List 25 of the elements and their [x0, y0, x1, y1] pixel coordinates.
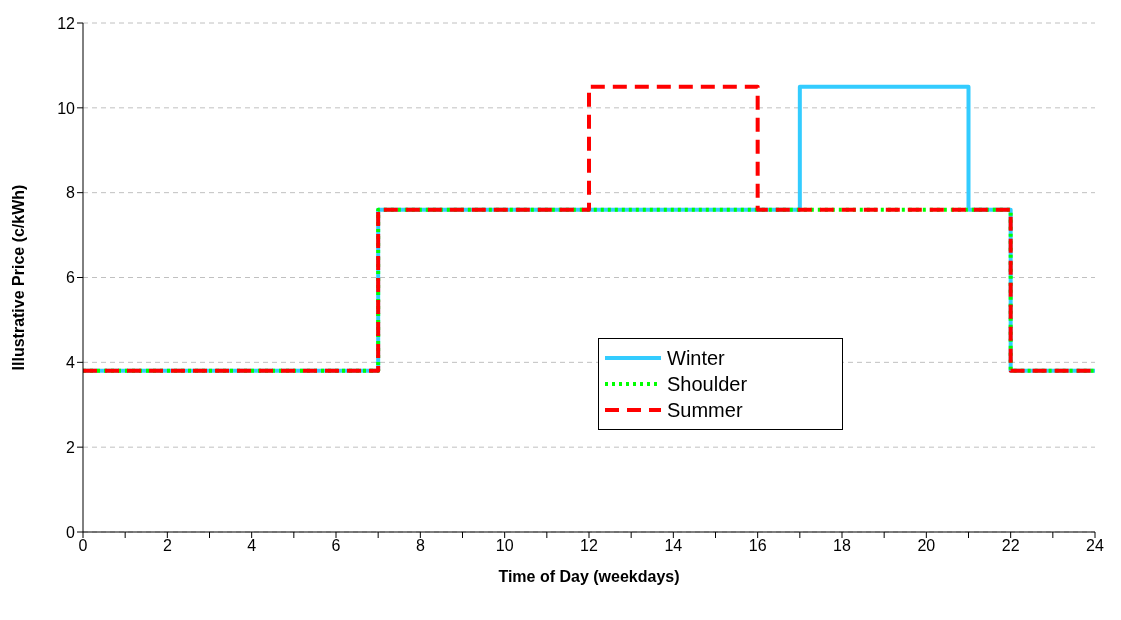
x-tick-label: 12 [580, 537, 598, 555]
x-tick-label: 20 [917, 537, 936, 555]
y-tick-label: 8 [66, 184, 76, 202]
x-tick-label: 2 [162, 537, 172, 555]
legend-label: Shoulder [667, 372, 748, 396]
x-tick-label: 18 [833, 537, 851, 555]
x-tick-label: 16 [748, 537, 767, 555]
x-axis-title: Time of Day (weekdays) [498, 568, 680, 585]
legend-label: Winter [667, 346, 725, 370]
x-tick-label: 24 [1086, 537, 1104, 555]
x-tick-label: 8 [415, 537, 425, 555]
y-axis-title: Illustrative Price (c/kWh) [9, 184, 27, 371]
y-tick-label: 6 [66, 269, 76, 287]
x-tick-label: 0 [78, 537, 88, 555]
x-tick-label: 14 [664, 537, 683, 555]
x-tick-label: 4 [247, 537, 257, 555]
legend-label: Summer [667, 398, 743, 422]
y-tick-label: 0 [66, 523, 76, 541]
y-tick-label: 12 [57, 14, 76, 32]
y-tick-label: 10 [57, 99, 76, 117]
y-tick-label: 4 [66, 354, 76, 372]
x-tick-label: 6 [331, 537, 341, 555]
y-tick-label: 2 [66, 438, 76, 456]
x-tick-label: 10 [495, 537, 514, 555]
x-tick-label: 22 [1001, 537, 1020, 555]
